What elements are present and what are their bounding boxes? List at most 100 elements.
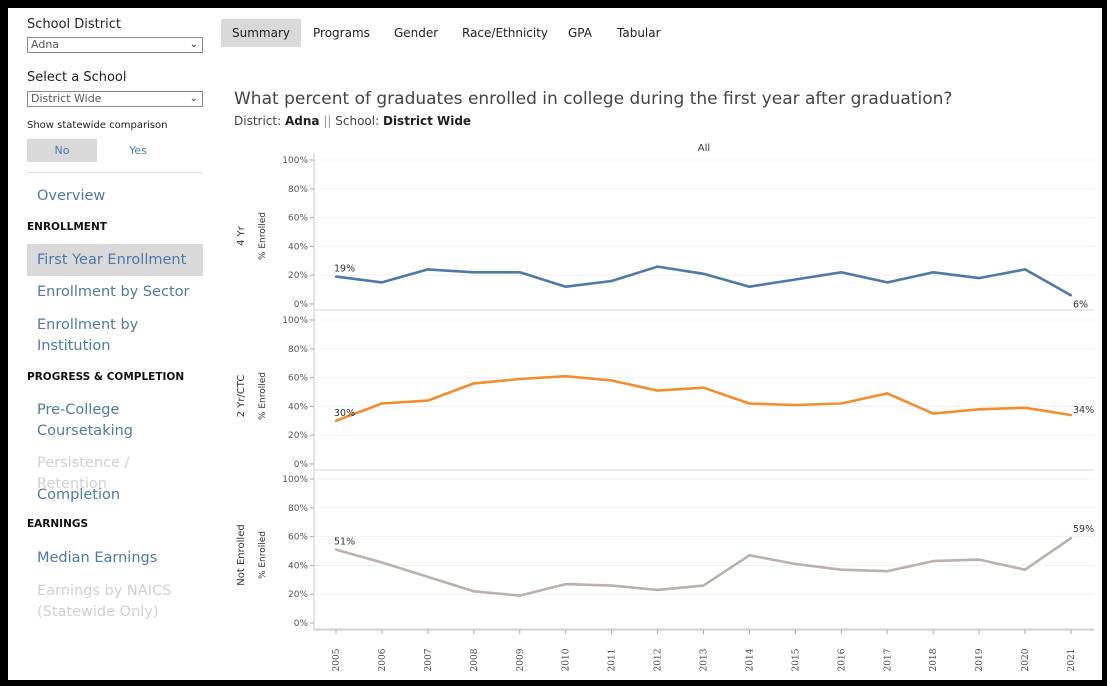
data-point <box>380 402 384 405</box>
y-axis-label: % Enrolled <box>258 212 268 260</box>
dashboard-frame: School District Adna ⌄ Select a School D… <box>8 8 1102 680</box>
end-data-label: 34% <box>1073 405 1094 416</box>
data-point <box>1069 536 1073 540</box>
district-select-value: Adna <box>31 38 60 51</box>
data-point <box>840 271 843 274</box>
statewide-toggle-yes[interactable]: Yes <box>129 144 147 157</box>
y-tick-label: 100% <box>282 475 308 485</box>
data-point <box>426 399 430 402</box>
start-data-label: 30% <box>334 408 355 419</box>
data-point <box>426 575 430 579</box>
data-point <box>931 412 935 415</box>
data-point <box>1069 294 1073 297</box>
y-tick-label: 40% <box>288 402 308 412</box>
school-select-value: District Wide <box>31 92 102 105</box>
data-point <box>564 582 567 586</box>
sidebar-divider <box>27 172 203 173</box>
data-point <box>840 402 843 405</box>
x-tick-label: 2020 <box>1021 648 1031 671</box>
data-point <box>656 389 659 392</box>
x-tick-label: 2016 <box>837 648 847 671</box>
y-tick-label: 80% <box>288 345 308 355</box>
data-point <box>748 554 751 557</box>
school-caption-value: District Wide <box>382 114 472 128</box>
data-point <box>886 281 889 284</box>
data-point <box>472 590 476 593</box>
series-row-label: 2 Yr/CTC <box>236 375 247 418</box>
data-point <box>656 588 659 592</box>
data-point <box>931 559 935 563</box>
y-tick-label: 60% <box>288 214 308 224</box>
statewide-comparison-label: Show statewide comparison <box>27 120 168 131</box>
chevron-down-icon: ⌄ <box>189 93 198 104</box>
page-title: What percent of graduates enrolled in co… <box>234 89 953 109</box>
data-point <box>564 374 567 378</box>
data-point <box>977 276 981 280</box>
data-point <box>518 271 521 274</box>
nav-overview[interactable]: Overview <box>37 188 106 204</box>
data-point <box>977 558 981 561</box>
data-point <box>656 265 659 268</box>
data-point <box>610 379 613 382</box>
data-point <box>380 561 384 564</box>
data-point <box>426 268 430 271</box>
data-point <box>334 548 338 551</box>
data-point <box>794 562 797 566</box>
x-tick-label: 2006 <box>378 648 388 671</box>
section-enrollment: ENROLLMENT <box>27 221 107 233</box>
y-tick-label: 80% <box>288 185 308 195</box>
series-line-4-yr <box>335 265 1072 297</box>
nav-first-year-enrollment[interactable]: First Year Enrollment <box>27 244 203 276</box>
tab-tabular[interactable]: Tabular <box>617 26 661 40</box>
end-data-label: 59% <box>1073 524 1094 535</box>
nav-median-earnings[interactable]: Median Earnings <box>37 550 158 566</box>
data-point <box>1023 268 1027 271</box>
district-caption: District: <box>234 114 282 128</box>
x-tick-label: 2010 <box>562 648 572 671</box>
school-select[interactable]: District Wide ⌄ <box>27 91 203 107</box>
data-point <box>472 271 476 274</box>
tab-gender[interactable]: Gender <box>394 26 439 40</box>
x-tick-label: 2013 <box>700 648 710 671</box>
data-point <box>334 419 338 422</box>
tab-gpa[interactable]: GPA <box>568 26 592 40</box>
x-tick-label: 2007 <box>424 648 434 671</box>
data-point <box>1069 413 1073 417</box>
nav-completion[interactable]: Completion <box>37 487 121 503</box>
data-point <box>702 272 705 275</box>
x-tick-label: 2005 <box>332 648 342 671</box>
data-point <box>1023 568 1027 571</box>
data-point <box>977 408 981 411</box>
data-point <box>380 281 384 284</box>
y-axis-label: % Enrolled <box>258 372 268 420</box>
series-row-label: 4 Yr <box>236 225 247 246</box>
data-point <box>564 285 567 288</box>
y-tick-label: 20% <box>288 431 308 441</box>
chevron-down-icon: ⌄ <box>189 39 198 50</box>
nav-pre-college-coursetaking[interactable]: Pre-College Coursetaking <box>37 402 134 439</box>
tab-race-ethnicity[interactable]: Race/Ethnicity <box>462 26 549 40</box>
data-point <box>334 275 338 278</box>
statewide-toggle-no[interactable]: No <box>27 139 97 162</box>
y-tick-label: 0% <box>294 619 309 629</box>
district-caption-value: Adna <box>284 114 320 128</box>
section-progress-completion: PROGRESS & COMPLETION <box>27 371 185 383</box>
y-tick-label: 60% <box>288 374 308 384</box>
nav-earnings-by-naics: Earnings by NAICS (Statewide Only) <box>37 583 172 620</box>
tab-programs[interactable]: Programs <box>313 26 370 40</box>
data-point <box>702 584 705 587</box>
y-tick-label: 100% <box>282 316 308 326</box>
nav-enrollment-by-sector[interactable]: Enrollment by Sector <box>37 284 190 300</box>
tab-summary[interactable]: Summary <box>221 19 301 47</box>
start-data-label: 19% <box>334 264 355 275</box>
data-point <box>794 278 797 281</box>
y-tick-label: 20% <box>288 271 308 281</box>
x-tick-label: 2017 <box>883 648 893 671</box>
x-tick-label: 2018 <box>929 648 939 671</box>
y-tick-label: 40% <box>288 561 308 571</box>
x-tick-label: 2021 <box>1067 649 1077 672</box>
district-select[interactable]: Adna ⌄ <box>27 37 203 53</box>
nav-persistence-retention: Persistence / Retention <box>37 455 130 492</box>
enrollment-chart: All 100% 80% 60% 40% 20% 0% 4 Yr % Enrolled 19% 6%… <box>236 143 1094 672</box>
nav-enrollment-by-institution[interactable]: Enrollment by Institution <box>37 317 139 354</box>
